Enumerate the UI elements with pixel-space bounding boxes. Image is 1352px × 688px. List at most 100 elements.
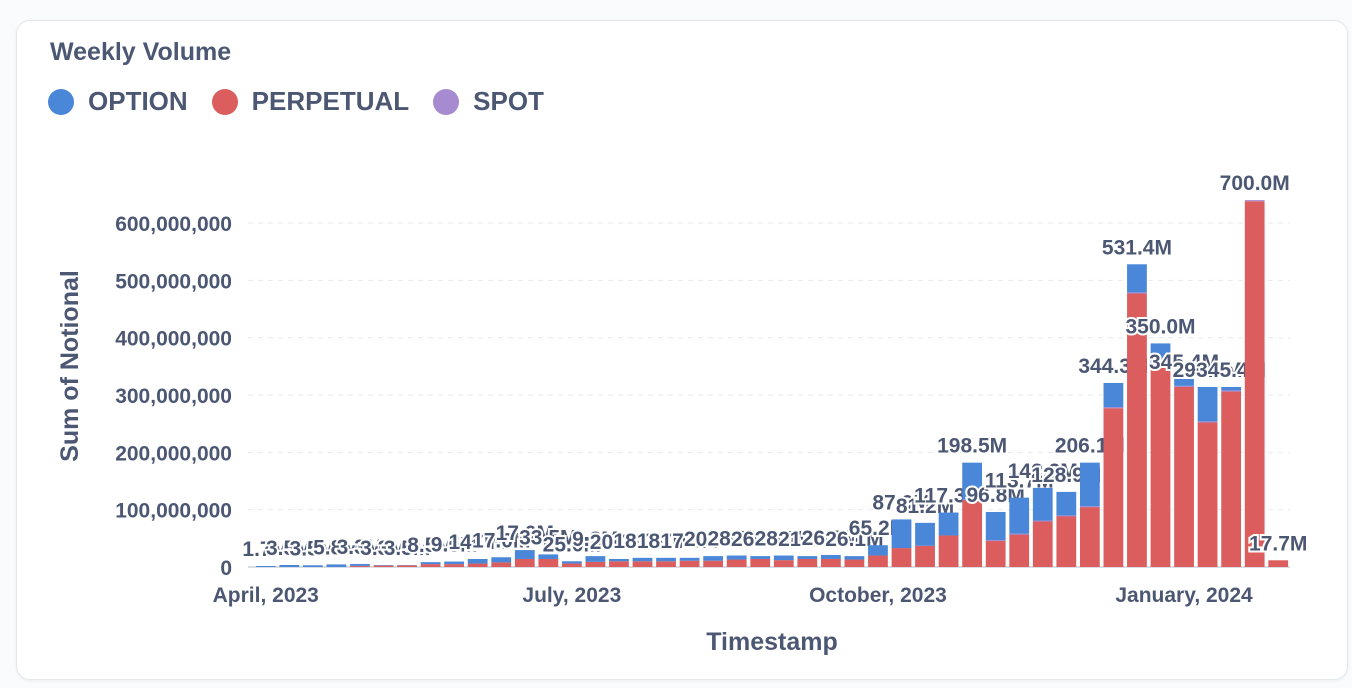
bar-perpetual[interactable] [585,561,606,567]
bar-option[interactable] [1150,343,1171,366]
bar-option[interactable] [491,557,512,563]
bar-option[interactable] [538,554,559,559]
bar-option[interactable] [915,522,935,546]
bar-spot[interactable] [985,540,1006,542]
bar-option[interactable] [585,556,606,562]
bar-perpetual[interactable] [1127,293,1147,567]
bar-spot[interactable] [1056,515,1077,517]
bar-perpetual[interactable] [1079,506,1100,567]
bar-option[interactable] [632,557,653,562]
bar-option[interactable] [609,558,629,562]
bar-perpetual[interactable] [868,555,888,567]
chart-title: Weekly Volume [50,38,232,66]
bar-perpetual[interactable] [467,563,488,567]
bar-option[interactable] [844,556,865,560]
bar-option[interactable] [1079,462,1100,507]
bar-option[interactable] [1127,264,1147,293]
bar-option[interactable] [326,564,347,567]
bar-perpetual[interactable] [820,558,841,567]
bar-perpetual[interactable] [938,535,959,567]
bar-perpetual[interactable] [373,565,394,567]
bar-perpetual[interactable] [1268,560,1289,567]
bar-option[interactable] [679,557,700,561]
bar-perpetual[interactable] [891,548,912,567]
bar-spot[interactable] [1197,421,1218,423]
bar-option[interactable] [255,566,276,567]
bar-option[interactable] [703,556,724,561]
legend-item-option[interactable]: OPTION [48,86,188,117]
bar-perpetual[interactable] [1032,521,1053,567]
bar-option[interactable] [891,519,912,549]
legend-item-perpetual[interactable]: PERPETUAL [211,86,409,117]
bar-option[interactable] [1009,497,1030,534]
bar-spot[interactable] [1103,407,1124,409]
bar-perpetual[interactable] [561,563,582,567]
bar-perpetual[interactable] [420,564,441,567]
bar-option[interactable] [279,564,300,567]
bar-perpetual[interactable] [773,560,794,567]
bar-perpetual[interactable] [1174,386,1194,567]
bar-perpetual[interactable] [962,499,983,567]
bar-option[interactable] [444,561,465,565]
bar-perpetual[interactable] [444,564,465,567]
bar-perpetual[interactable] [915,545,935,567]
bar-perpetual[interactable] [1150,366,1171,567]
bar-option[interactable] [1197,386,1218,422]
legend-item-spot[interactable]: SPOT [433,86,544,117]
bar-option[interactable] [1103,382,1124,408]
bar-option[interactable] [1174,378,1194,386]
bar-perpetual[interactable] [985,540,1006,567]
bar-option[interactable] [1032,487,1053,521]
bar-perpetual[interactable] [656,561,676,567]
bar-option[interactable] [750,556,771,559]
bar-spot[interactable] [1244,200,1265,202]
bar-perpetual[interactable] [632,561,653,567]
bar-option[interactable] [868,545,888,556]
bar-perpetual[interactable] [750,558,771,567]
bar-perpetual[interactable] [609,561,629,567]
bar-option[interactable] [938,512,959,536]
bar-perpetual[interactable] [350,565,370,567]
bar-perpetual[interactable] [397,565,417,567]
bar-perpetual[interactable] [1056,515,1077,567]
bar-option[interactable] [1221,386,1242,391]
bar-perpetual[interactable] [797,558,818,567]
bar-perpetual[interactable] [1244,201,1265,567]
bar-spot[interactable] [1174,385,1194,387]
bar-perpetual[interactable] [1197,422,1218,567]
bar-perpetual[interactable] [491,562,512,567]
bar-option[interactable] [656,557,676,562]
bar-option[interactable] [726,555,747,560]
bar-option[interactable] [561,561,582,564]
bar-spot[interactable] [1221,390,1242,392]
bar-perpetual[interactable] [703,560,724,567]
bar-option[interactable] [302,565,323,567]
bar-spot[interactable] [1150,365,1171,367]
bar-option[interactable] [962,462,983,500]
bar-spot[interactable] [1009,533,1030,535]
bar-option[interactable] [1056,491,1077,516]
bar-spot[interactable] [962,499,983,501]
bar-spot[interactable] [1127,292,1147,294]
bar-perpetual[interactable] [679,560,700,567]
bar-option[interactable] [820,554,841,559]
bar-perpetual[interactable] [726,559,747,567]
bar-perpetual[interactable] [1103,408,1124,567]
bar-option[interactable] [797,556,818,559]
bar-option[interactable] [467,558,488,564]
bar-option[interactable] [350,563,370,566]
bar-option[interactable] [420,562,441,565]
bar-perpetual[interactable] [1009,534,1030,567]
bar-option[interactable] [514,550,535,559]
bar-perpetual[interactable] [1221,391,1242,567]
y-tick-label: 0 [220,557,232,580]
data-label: 531.4M [1102,236,1172,259]
bar-spot[interactable] [1032,520,1053,522]
bar-option[interactable] [985,511,1006,541]
bar-spot[interactable] [1079,506,1100,508]
data-label: 9.2M [572,528,619,551]
bar-perpetual[interactable] [514,558,535,567]
bar-option[interactable] [773,555,794,561]
bar-perpetual[interactable] [538,558,559,567]
bar-perpetual[interactable] [844,559,865,567]
